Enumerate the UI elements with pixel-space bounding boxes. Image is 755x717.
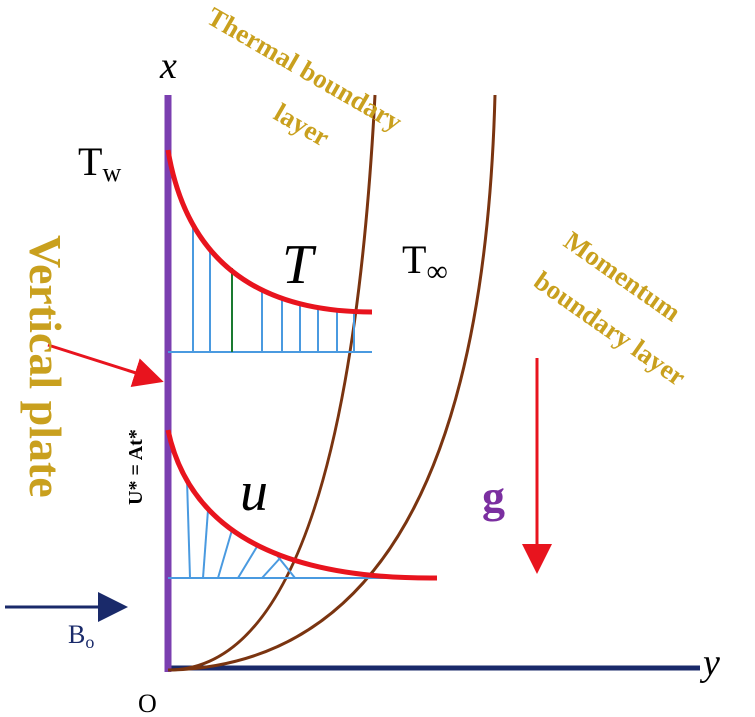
- plate-pointer: [47, 343, 164, 388]
- x-label: x: [159, 45, 177, 87]
- wall-temp-sub: w: [102, 158, 121, 187]
- origin: O: [138, 689, 157, 717]
- t-profile-curve: [165, 149, 373, 315]
- wall-temp-base: T: [78, 139, 102, 184]
- wall-temp: Tw: [78, 139, 121, 187]
- y-label: y: [699, 642, 720, 684]
- t-profile-lines: [192, 225, 355, 352]
- ambient-temp-base: T: [402, 237, 426, 282]
- ambient-temp-sub: ∞: [426, 255, 447, 288]
- u-label: u: [240, 461, 268, 523]
- ambient-temp: T∞: [402, 237, 448, 288]
- g-label: g: [482, 471, 505, 522]
- t-label: T: [282, 234, 317, 296]
- plate-velocity: U* = At*: [125, 429, 147, 505]
- thermal-boundary-curve: [167, 94, 377, 672]
- momentum-boundary-curve: [171, 94, 497, 672]
- field-sub: o: [85, 632, 94, 652]
- thermal-layer-2: layer: [269, 97, 335, 152]
- field-base: B: [68, 620, 85, 649]
- field-label: Bo: [68, 620, 94, 652]
- plate-label: Vertical plate: [20, 235, 71, 498]
- u-profile-curve: [165, 429, 438, 581]
